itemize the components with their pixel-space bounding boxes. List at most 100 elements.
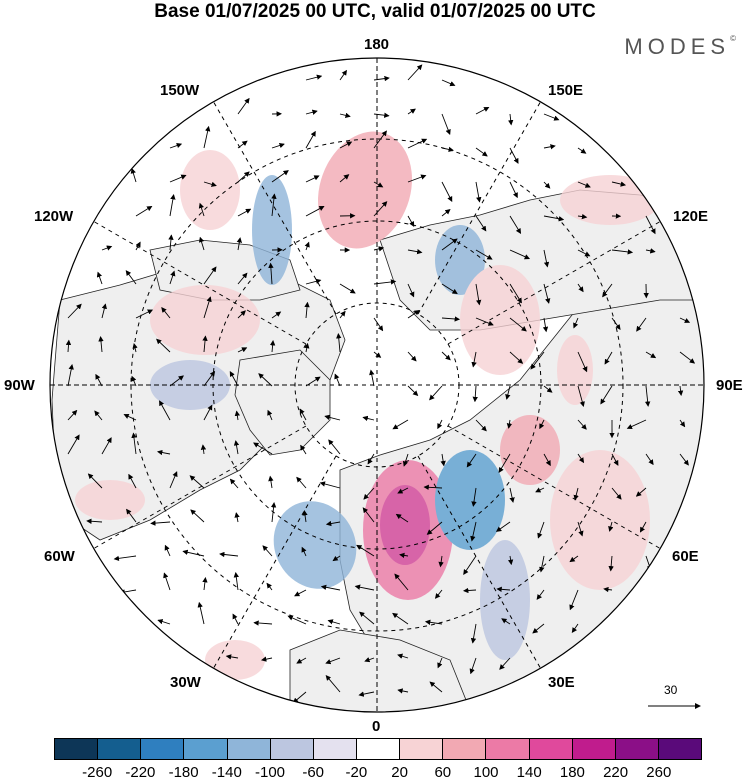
anomaly-pos-canada [150,285,260,355]
wind-vector-arrow [577,385,585,408]
wind-vector-arrow [202,335,208,353]
wind-vector-arrow [96,271,103,285]
wind-vector-arrow [304,301,310,319]
wind-vector-arrow [169,174,187,183]
wind-vector-arrow [126,508,137,523]
wind-vector-arrow [509,351,524,364]
wind-vector-arrow [496,586,511,593]
wind-vector-arrow [679,351,696,364]
wind-vector-arrow [324,414,341,421]
wind-vector-arrow [645,351,657,359]
wind-vector-arrow [499,657,511,670]
wind-vector-arrow [362,415,375,422]
wind-vector-arrow [441,79,456,87]
wind-vector-arrow [543,249,550,268]
colorbar-segment [141,739,185,759]
wind-vector-arrow [189,475,205,489]
lon-label-150e: 150E [548,82,584,99]
anomaly-pos-europe-core [380,485,430,565]
wind-vector-arrow [203,181,217,187]
lon-label-120e: 120E [673,208,709,225]
wind-vector-arrow [339,174,350,183]
wind-vector-arrow [237,208,252,217]
meridian-line [447,425,661,549]
wind-vector-arrow [339,141,353,149]
wind-vector-arrow [237,140,248,149]
wind-vector-arrow [543,144,556,150]
wind-vector-arrow [392,612,409,625]
wind-vector-arrow [470,623,477,644]
wind-vector-arrow [131,375,137,387]
wind-vector-arrow [543,181,551,189]
wind-vector-arrow [237,310,246,319]
wind-vector-arrow [441,316,461,322]
wind-vector-arrow [532,623,545,634]
wind-vector-arrow [472,385,478,403]
meridian-line [447,221,661,345]
wind-vector-arrow [159,400,171,421]
wind-vector-arrow [543,113,560,121]
wind-vector-arrow [506,419,513,429]
wind-vector-arrow [635,487,647,497]
wind-vector-arrow [509,249,531,260]
wind-vector-arrow [569,555,579,563]
wind-vector-arrow [475,106,490,115]
wind-vector-arrow [611,181,627,187]
wind-vector-arrow [156,338,171,353]
colorbar-segment [98,739,142,759]
wind-vector-arrow [198,202,205,217]
wind-vector-arrow [644,385,651,407]
wind-vector-arrow [407,174,427,183]
wind-vector-arrow [462,587,477,594]
wind-vector-arrow [325,520,341,527]
meridian-line [417,101,541,315]
wind-vector-arrow [305,278,322,285]
wind-vector-arrow [67,409,78,421]
wind-vector-arrow [332,555,341,562]
wind-vector-arrow [363,487,375,500]
wind-vector-arrow [373,351,382,358]
wind-vector-arrow [441,181,453,202]
wind-vector-arrow [543,215,565,222]
wind-vector-arrow [441,351,451,361]
anomaly-pos-russia [550,450,650,590]
wind-vector-arrow [373,317,384,332]
wind-vector-arrow [608,555,614,572]
wind-vector-arrow [611,249,634,255]
wind-vector-arrow [67,434,80,455]
wind-vector-arrow [542,317,549,333]
wind-vector-arrow [475,147,488,157]
wind-vector-arrow [268,262,274,285]
wind-vector-arrow [132,342,138,353]
wind-vector-arrow [603,586,613,593]
colorbar-segment [443,739,487,759]
wind-vector-arrow [577,213,588,220]
wind-vector-arrow [470,521,477,542]
wind-vector-arrow [101,245,113,251]
wind-vector-arrow [469,657,477,675]
wind-vector-arrow [429,385,443,401]
wind-vector-arrow [508,113,514,126]
meridian-line [213,101,337,315]
colorbar-tick-label: -140 [211,764,242,781]
colorbar-segment [572,739,616,759]
wind-vector-arrow [101,303,107,319]
wind-vector-arrow [397,653,409,659]
wind-vector-arrow [463,555,477,575]
colorbar-segment [184,739,228,759]
wind-vector-arrow [577,147,587,154]
wind-vector-arrow [407,283,415,298]
colorbar-tick-label: 60 [434,764,452,781]
wind-vector-arrow [320,584,341,591]
colorbar-segment [486,739,530,759]
lon-label-60e: 60E [672,548,699,565]
wind-vector-arrow [645,248,656,254]
wind-vector-arrow [271,142,285,149]
wind-vector-arrow [302,510,308,523]
wind-vector-arrow [203,296,212,319]
wind-vector-arrow [270,502,277,523]
wind-vector-arrow [373,130,387,149]
wind-vector-arrow [611,317,621,330]
wind-vector-arrow [234,512,240,523]
anomaly-neg-pacific [252,175,292,285]
